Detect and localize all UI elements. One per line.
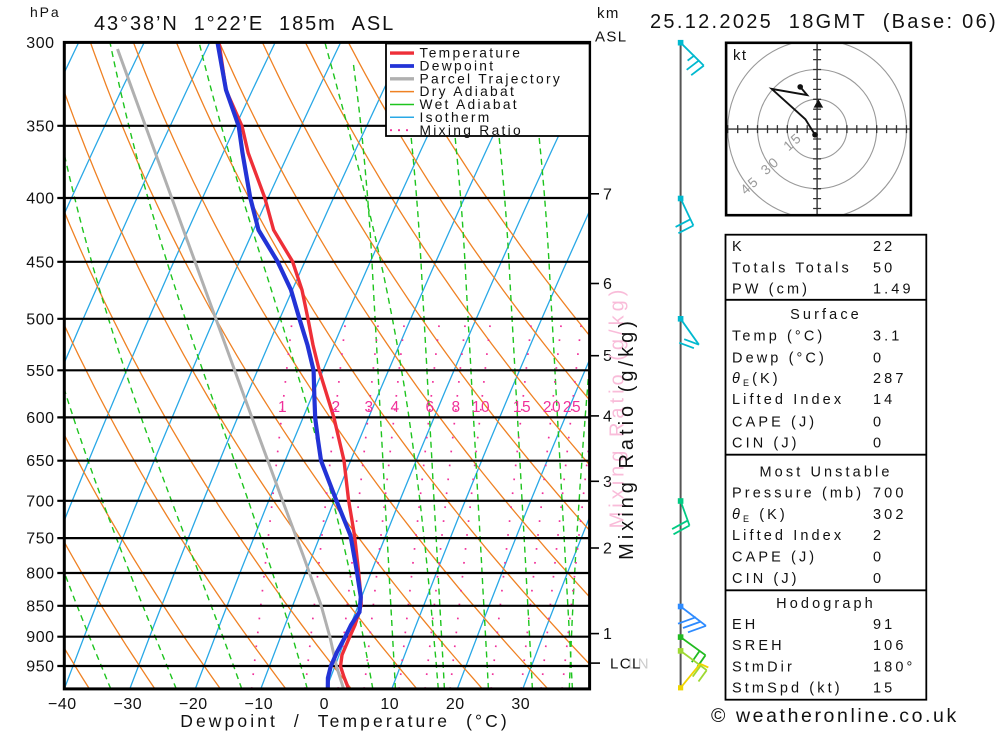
svg-text:287: 287 xyxy=(873,371,907,387)
svg-text:4: 4 xyxy=(390,399,399,416)
svg-text:Dewp (°C): Dewp (°C) xyxy=(732,350,827,366)
svg-text:650: 650 xyxy=(26,453,54,470)
svg-text:StmDir: StmDir xyxy=(732,660,795,676)
svg-text:Pressure (mb): Pressure (mb) xyxy=(732,486,864,502)
svg-text:550: 550 xyxy=(26,363,54,380)
svg-text:7: 7 xyxy=(603,186,612,203)
svg-text:K: K xyxy=(732,239,745,255)
svg-text:CAPE (J): CAPE (J) xyxy=(732,549,817,565)
svg-text:15: 15 xyxy=(513,399,531,416)
svg-text:SREH: SREH xyxy=(732,638,785,654)
svg-text:ASL: ASL xyxy=(595,29,628,46)
svg-text:Totals Totals: Totals Totals xyxy=(732,261,852,277)
svg-text:hPa: hPa xyxy=(30,4,61,20)
svg-text:−10: −10 xyxy=(244,696,273,713)
svg-text:950: 950 xyxy=(26,659,54,676)
svg-text:Temperature: Temperature xyxy=(420,46,523,61)
svg-text:3: 3 xyxy=(364,399,373,416)
svg-text:Wet Adiabat: Wet Adiabat xyxy=(420,97,519,112)
svg-text:15: 15 xyxy=(873,681,895,697)
svg-text:400: 400 xyxy=(26,191,54,208)
svg-text:1: 1 xyxy=(603,626,612,643)
svg-text:850: 850 xyxy=(26,598,54,615)
svg-text:43°38’N 1°22’E 185m ASL: 43°38’N 1°22’E 185m ASL xyxy=(94,13,395,35)
svg-text:700: 700 xyxy=(873,486,907,502)
svg-text:500: 500 xyxy=(26,311,54,328)
svg-text:Hodograph: Hodograph xyxy=(776,596,876,612)
svg-text:LN: LN xyxy=(628,656,650,673)
svg-text:Mixing Ratio: Mixing Ratio xyxy=(420,123,524,138)
svg-text:kt: kt xyxy=(733,47,747,64)
svg-text:600: 600 xyxy=(26,410,54,427)
svg-text:Dry Adiabat: Dry Adiabat xyxy=(420,84,517,99)
svg-text:Lifted Index: Lifted Index xyxy=(732,528,844,544)
svg-text:Most Unstable: Most Unstable xyxy=(760,464,893,480)
svg-text:0: 0 xyxy=(873,571,884,587)
svg-text:km: km xyxy=(597,5,620,22)
svg-text:10: 10 xyxy=(380,696,399,713)
svg-text:6: 6 xyxy=(603,276,612,293)
svg-text:30: 30 xyxy=(511,696,530,713)
svg-text:−30: −30 xyxy=(113,696,142,713)
svg-text:1: 1 xyxy=(278,399,287,416)
svg-text:Surface: Surface xyxy=(790,307,862,323)
svg-text:6: 6 xyxy=(425,399,434,416)
svg-text:StmSpd (kt): StmSpd (kt) xyxy=(732,681,843,697)
svg-text:Dewpoint: Dewpoint xyxy=(420,59,496,74)
svg-text:180°: 180° xyxy=(873,660,915,676)
svg-text:2: 2 xyxy=(873,528,884,544)
svg-text:LCL: LCL xyxy=(610,656,642,673)
svg-text:22: 22 xyxy=(873,239,895,255)
svg-text:25.12.2025 18GMT (Base: 06): 25.12.2025 18GMT (Base: 06) xyxy=(650,11,998,33)
svg-text:10: 10 xyxy=(472,399,490,416)
svg-text:PW (cm): PW (cm) xyxy=(732,281,810,297)
svg-text:Mixing Ratio (g/kg): Mixing Ratio (g/kg) xyxy=(607,286,629,529)
svg-text:Temp (°C): Temp (°C) xyxy=(732,329,825,345)
svg-text:300: 300 xyxy=(26,35,54,52)
svg-text:106: 106 xyxy=(873,638,907,654)
svg-text:θE (K): θE (K) xyxy=(732,507,788,524)
svg-text:302: 302 xyxy=(873,507,907,523)
svg-text:0: 0 xyxy=(873,415,884,431)
svg-text:CAPE (J): CAPE (J) xyxy=(732,415,817,431)
svg-text:θE(K): θE(K) xyxy=(732,371,781,388)
svg-text:−20: −20 xyxy=(179,696,208,713)
svg-text:0: 0 xyxy=(320,696,329,713)
svg-text:25: 25 xyxy=(563,399,581,416)
svg-text:Isotherm: Isotherm xyxy=(420,110,492,125)
svg-text:CIN (J): CIN (J) xyxy=(732,571,800,587)
svg-text:700: 700 xyxy=(26,493,54,510)
svg-text:350: 350 xyxy=(26,118,54,135)
svg-text:0: 0 xyxy=(873,436,884,452)
svg-text:Parcel Trajectory: Parcel Trajectory xyxy=(420,71,563,86)
svg-text:3: 3 xyxy=(603,474,612,491)
svg-text:Lifted Index: Lifted Index xyxy=(732,392,844,408)
svg-text:© weatheronline.co.uk: © weatheronline.co.uk xyxy=(711,705,959,727)
svg-text:CIN (J): CIN (J) xyxy=(732,436,800,452)
svg-text:20: 20 xyxy=(446,696,465,713)
svg-text:0: 0 xyxy=(873,350,884,366)
svg-text:8: 8 xyxy=(451,399,460,416)
svg-text:50: 50 xyxy=(873,261,895,277)
svg-text:Dewpoint / Temperature (°C): Dewpoint / Temperature (°C) xyxy=(180,711,510,731)
svg-text:20: 20 xyxy=(543,399,561,416)
svg-text:3.1: 3.1 xyxy=(873,329,902,345)
svg-text:750: 750 xyxy=(26,531,54,548)
svg-text:EH: EH xyxy=(732,617,758,633)
svg-text:900: 900 xyxy=(26,629,54,646)
svg-text:2: 2 xyxy=(331,399,340,416)
svg-text:2: 2 xyxy=(603,541,612,558)
svg-text:800: 800 xyxy=(26,566,54,583)
svg-text:0: 0 xyxy=(873,549,884,565)
svg-text:−40: −40 xyxy=(48,696,77,713)
svg-text:450: 450 xyxy=(26,254,54,271)
svg-text:5: 5 xyxy=(603,348,612,365)
svg-text:Mixing Ratio (g/kg): Mixing Ratio (g/kg) xyxy=(616,317,638,560)
svg-text:91: 91 xyxy=(873,617,895,633)
svg-text:1.49: 1.49 xyxy=(873,281,914,297)
svg-text:14: 14 xyxy=(873,392,895,408)
svg-text:4: 4 xyxy=(603,408,612,425)
